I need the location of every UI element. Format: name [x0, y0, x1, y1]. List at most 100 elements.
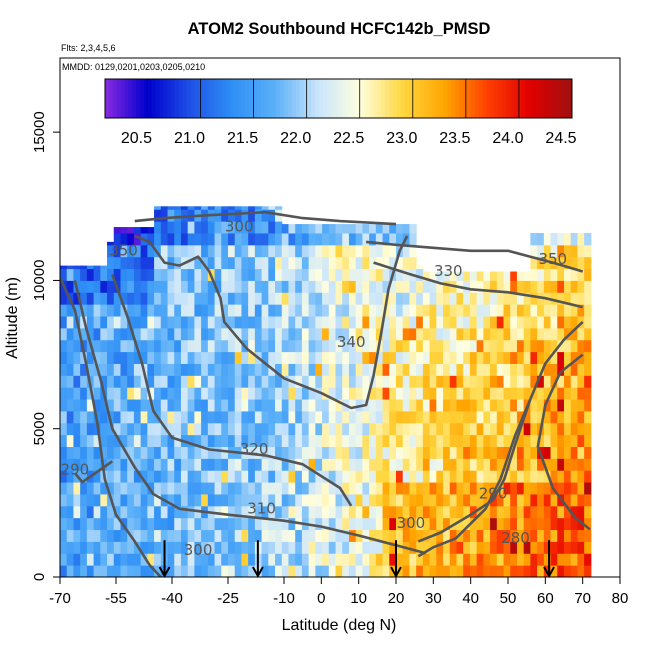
heatmap-cell	[382, 232, 390, 246]
heatmap-cell	[469, 399, 478, 412]
heatmap-cell	[167, 221, 175, 234]
heatmap-cell	[127, 422, 135, 436]
heatmap-cell	[436, 422, 444, 436]
colorbar-swatch	[213, 79, 219, 118]
heatmap-cell	[570, 375, 578, 388]
heatmap-cell	[221, 493, 229, 507]
heatmap-cell	[443, 505, 451, 519]
x-tick-label: 60	[537, 590, 554, 607]
heatmap-cell	[355, 316, 363, 329]
heatmap-cell	[315, 363, 323, 376]
heatmap-cell	[73, 517, 81, 531]
heatmap-cell	[174, 209, 182, 222]
heatmap-cell	[147, 458, 155, 471]
heatmap-cell	[127, 304, 135, 317]
heatmap-cell	[241, 517, 249, 531]
heatmap-cell	[127, 434, 135, 448]
heatmap-cell	[261, 292, 269, 305]
heatmap-cell	[396, 292, 404, 305]
heatmap-cell	[382, 375, 390, 388]
heatmap-cell	[308, 553, 316, 566]
heatmap-cell	[174, 292, 182, 305]
heatmap-cell	[288, 327, 296, 341]
heatmap-cell	[174, 446, 182, 459]
heatmap-cell	[80, 399, 88, 412]
heatmap-cell	[167, 482, 175, 495]
heatmap-cell	[308, 565, 316, 577]
heatmap-cell	[335, 327, 343, 341]
heatmap-cell	[268, 221, 276, 234]
heatmap-cell	[127, 244, 135, 258]
heatmap-cell	[180, 280, 189, 293]
heatmap-cell	[355, 363, 363, 376]
colorbar-swatch	[108, 79, 114, 118]
heatmap-cell	[342, 422, 350, 436]
heatmap-cell	[584, 446, 592, 459]
heatmap-cell	[281, 304, 289, 317]
heatmap-cell	[443, 517, 451, 531]
heatmap-cell	[348, 387, 357, 400]
heatmap-cell	[288, 422, 296, 436]
heatmap-cell	[60, 387, 68, 400]
heatmap-cell	[436, 470, 444, 483]
heatmap-cell	[268, 529, 276, 542]
heatmap-cell	[315, 339, 323, 353]
heatmap-cell	[476, 505, 484, 519]
heatmap-cell	[295, 268, 303, 281]
heatmap-cell	[228, 327, 236, 341]
heatmap-cell	[133, 280, 142, 293]
heatmap-cell	[550, 553, 558, 566]
heatmap-cell	[295, 529, 303, 542]
heatmap-cell	[564, 410, 572, 424]
colorbar-tick-label: 22.0	[280, 130, 311, 147]
heatmap-cell	[369, 339, 377, 353]
heatmap-cell	[322, 224, 330, 234]
colorbar-swatch	[295, 79, 300, 118]
heatmap-cell	[328, 316, 337, 329]
heatmap-cell	[503, 434, 511, 448]
heatmap-cell	[93, 434, 101, 448]
heatmap-cell	[86, 434, 95, 448]
heatmap-cell	[93, 470, 101, 483]
heatmap-cell	[516, 316, 525, 329]
heatmap-cell	[543, 529, 552, 542]
heatmap-cell	[174, 256, 182, 270]
heatmap-cell	[550, 505, 558, 519]
heatmap-cell	[483, 351, 491, 364]
heatmap-cell	[194, 565, 202, 577]
heatmap-cell	[281, 565, 289, 577]
heatmap-cell	[409, 363, 417, 376]
heatmap-cell	[335, 399, 343, 412]
heatmap-cell	[66, 505, 74, 519]
heatmap-cell	[228, 422, 236, 436]
heatmap-cell	[228, 351, 236, 364]
heatmap-cell	[523, 446, 531, 459]
heatmap-cell	[402, 529, 410, 542]
heatmap-cell	[214, 387, 222, 400]
heatmap-cell	[308, 410, 316, 424]
heatmap-cell	[496, 493, 505, 507]
heatmap-cell	[288, 316, 296, 329]
heatmap-cell	[308, 292, 316, 305]
heatmap-cell	[375, 232, 384, 246]
heatmap-cell	[523, 541, 531, 554]
heatmap-cell	[530, 375, 538, 388]
heatmap-cell	[275, 256, 283, 270]
heatmap-cell	[147, 505, 155, 519]
heatmap-cell	[490, 529, 498, 542]
colorbar-swatch	[311, 79, 316, 118]
heatmap-cell	[543, 327, 552, 341]
colorbar-swatch	[556, 79, 561, 118]
heatmap-cell	[133, 517, 142, 531]
heatmap-cell	[523, 316, 531, 329]
heatmap-cell	[516, 399, 525, 412]
heatmap-cell	[543, 541, 552, 554]
heatmap-cell	[86, 482, 95, 495]
heatmap-cell	[315, 232, 323, 246]
heatmap-cell	[107, 422, 115, 436]
heatmap-cell	[510, 363, 518, 376]
heatmap-cell	[160, 482, 169, 495]
heatmap-cell	[402, 375, 410, 388]
